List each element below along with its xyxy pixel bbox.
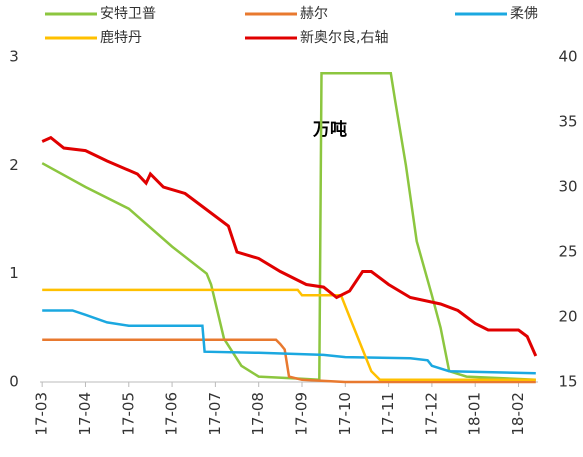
x-tick-label: 17-09 xyxy=(292,392,310,436)
series-line xyxy=(42,288,536,382)
x-tick-label: 17-11 xyxy=(379,392,397,436)
legend-label: 柔佛 xyxy=(510,6,538,22)
y-tick-label: 3 xyxy=(9,48,19,66)
y-tick-label: 1 xyxy=(9,264,19,282)
x-tick-label: 18-02 xyxy=(509,392,527,436)
x-tick-label: 17-05 xyxy=(119,392,137,436)
series-line xyxy=(41,72,536,382)
x-tick-label: 17-03 xyxy=(33,392,51,436)
legend-label: 安特卫普 xyxy=(100,6,156,22)
series-line xyxy=(42,338,536,384)
y2-tick-label: 25 xyxy=(558,243,577,261)
y-tick-label: 2 xyxy=(9,156,19,174)
x-tick-label: 17-10 xyxy=(336,392,354,436)
x-tick-label: 17-04 xyxy=(76,392,94,436)
y2-tick-label: 20 xyxy=(558,308,577,326)
y2-tick-label: 40 xyxy=(558,48,577,66)
x-tick-label: 17-12 xyxy=(422,392,440,436)
x-tick-label: 17-07 xyxy=(206,392,224,436)
legend-label: 鹿特丹 xyxy=(100,29,142,46)
y2-tick-label: 30 xyxy=(558,178,577,196)
series-line xyxy=(41,135,538,357)
y-tick-label: 0 xyxy=(9,373,19,391)
x-tick-label: 17-08 xyxy=(249,392,267,436)
y2-tick-label: 35 xyxy=(558,113,577,131)
annotation: 万吨 xyxy=(312,119,347,140)
x-tick-label: 18-01 xyxy=(466,392,484,436)
legend-label: 赫尔 xyxy=(300,6,328,22)
legend-label: 新奥尔良,右轴 xyxy=(300,29,388,46)
series-line xyxy=(42,309,536,375)
x-tick-label: 17-06 xyxy=(163,392,181,436)
y2-tick-label: 15 xyxy=(558,373,577,391)
